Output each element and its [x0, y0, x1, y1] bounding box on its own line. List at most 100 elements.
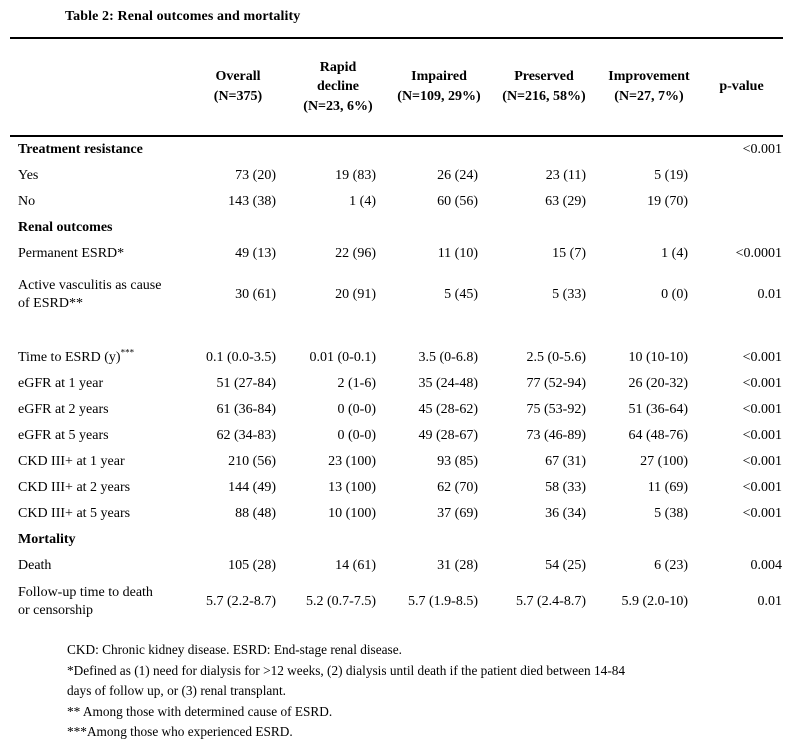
value-cell: 23 (100): [328, 454, 376, 469]
value-cell: 0.1 (0.0-3.5): [206, 350, 276, 365]
p-value-cell: <0.001: [742, 142, 782, 157]
row-label: CKD III+ at 5 years: [18, 506, 131, 521]
value-cell: 49 (13): [235, 246, 276, 261]
value-cell: 0 (0): [661, 287, 688, 302]
column-header: Impaired (N=109, 29%): [388, 38, 490, 137]
row-label: Follow-up time to death or censorship: [18, 585, 153, 618]
table-row: Time to ESRD (y)*** 0.1 (0.0-3.5) 0.01 (0-…: [10, 345, 783, 371]
value-cell: 37 (69): [437, 506, 478, 521]
value-cell: 61 (36-84): [216, 402, 277, 417]
value-cell: 5.7 (1.9-8.5): [408, 594, 478, 609]
table-body: Treatment resistance <0.001 Yes 73 (20) 19 (…: [10, 136, 783, 629]
row-label: Death: [18, 558, 52, 573]
value-cell: 64 (48-76): [628, 428, 689, 443]
outcomes-table: Overall (N=375) Rapid decline (N=23, 6%) Impa…: [10, 37, 783, 629]
value-cell: 35 (24-48): [418, 376, 479, 391]
value-cell: 27 (100): [640, 454, 688, 469]
p-value-cell: [700, 215, 783, 241]
value-cell: 51 (36-64): [628, 402, 689, 417]
row-label: eGFR at 2 years: [18, 402, 109, 417]
row-label: CKD III+ at 1 year: [18, 454, 125, 469]
value-cell: 5.7 (2.4-8.7): [516, 594, 586, 609]
table-row: Active vasculitis as cause of ESRD** 30 (6…: [10, 267, 783, 345]
value-cell: [490, 215, 598, 241]
value-cell: [490, 527, 598, 553]
table-row: Renal outcomes: [10, 215, 783, 241]
row-label: Treatment resistance: [18, 142, 143, 157]
value-cell: 10 (10-10): [628, 350, 689, 365]
table-row: Death 105 (28) 14 (61) 31 (28) 54 (25) 6 (23)…: [10, 553, 783, 579]
value-cell: 11 (10): [437, 246, 478, 261]
value-cell: 26 (24): [437, 168, 478, 183]
p-value-cell: 0.01: [757, 287, 783, 302]
footnote-line: days of follow up, or (3) renal transpla…: [67, 683, 286, 698]
value-cell: 11 (69): [647, 480, 688, 495]
row-label: eGFR at 5 years: [18, 428, 109, 443]
value-cell: 143 (38): [228, 194, 276, 209]
table-row: Follow-up time to death or censorship 5.7 …: [10, 579, 783, 629]
value-cell: 30 (61): [235, 287, 276, 302]
p-value-cell: [700, 189, 783, 215]
value-cell: [388, 136, 490, 163]
value-cell: 5 (45): [444, 287, 478, 302]
table-row: CKD III+ at 2 years 144 (49) 13 (100) 62 (7…: [10, 475, 783, 501]
p-value-cell: <0.001: [742, 454, 782, 469]
corner-cell: [10, 38, 188, 137]
p-value-cell: [700, 163, 783, 189]
value-cell: 1 (4): [661, 246, 688, 261]
value-cell: [598, 527, 700, 553]
value-cell: 105 (28): [228, 558, 276, 573]
value-cell: 22 (96): [335, 246, 376, 261]
row-label: Active vasculitis as cause of ESRD**: [18, 278, 162, 311]
value-cell: 0 (0-0): [337, 428, 377, 443]
value-cell: [598, 136, 700, 163]
value-cell: 62 (70): [437, 480, 478, 495]
value-cell: 93 (85): [437, 454, 478, 469]
value-cell: 10 (100): [328, 506, 376, 521]
row-label: Yes: [18, 168, 39, 183]
value-cell: [288, 215, 388, 241]
value-cell: 51 (27-84): [216, 376, 277, 391]
table-row: CKD III+ at 5 years 88 (48) 10 (100) 37 (69…: [10, 501, 783, 527]
value-cell: 2 (1-6): [337, 376, 377, 391]
table-row: Mortality: [10, 527, 783, 553]
value-cell: 5 (38): [654, 506, 688, 521]
value-cell: 19 (70): [647, 194, 688, 209]
value-cell: 36 (34): [545, 506, 586, 521]
p-value-cell: <0.001: [742, 428, 782, 443]
value-cell: 77 (52-94): [526, 376, 587, 391]
p-value-cell: <0.001: [742, 402, 782, 417]
value-cell: [288, 136, 388, 163]
p-value-cell: [700, 527, 783, 553]
row-label: eGFR at 1 year: [18, 376, 104, 391]
value-cell: 67 (31): [545, 454, 586, 469]
table-row: eGFR at 1 year 51 (27-84) 2 (1-6) 35 (24-48…: [10, 371, 783, 397]
table-row: eGFR at 2 years 61 (36-84) 0 (0-0) 45 (28-6…: [10, 397, 783, 423]
row-label: No: [18, 194, 36, 209]
value-cell: 13 (100): [328, 480, 376, 495]
table-row: No 143 (38) 1 (4) 60 (56) 63 (29) 19 (70): [10, 189, 783, 215]
value-cell: 5 (19): [654, 168, 688, 183]
value-cell: 2.5 (0-5.6): [526, 350, 587, 365]
table-row: eGFR at 5 years 62 (34-83) 0 (0-0) 49 (28-6…: [10, 423, 783, 449]
value-cell: [490, 136, 598, 163]
row-label: CKD III+ at 2 years: [18, 480, 131, 495]
footnote-line: ** Among those with determined cause of …: [67, 703, 333, 719]
p-value-cell: 0.01: [757, 594, 783, 609]
column-header: Overall (N=375): [188, 38, 288, 137]
table-row: Yes 73 (20) 19 (83) 26 (24) 23 (11) 5 (19): [10, 163, 783, 189]
value-cell: 58 (33): [545, 480, 586, 495]
column-header: Rapid decline (N=23, 6%): [288, 38, 388, 137]
value-cell: 144 (49): [228, 480, 276, 495]
row-label: Renal outcomes: [18, 220, 113, 235]
value-cell: 60 (56): [437, 194, 478, 209]
value-cell: 1 (4): [349, 194, 376, 209]
column-header: Preserved (N=216, 58%): [490, 38, 598, 137]
value-cell: 45 (28-62): [418, 402, 479, 417]
value-cell: 5.7 (2.2-8.7): [206, 594, 276, 609]
value-cell: 31 (28): [437, 558, 478, 573]
table-title: Table 2: Renal outcomes and mortality: [65, 9, 301, 24]
value-cell: 54 (25): [545, 558, 586, 573]
value-cell: [188, 215, 288, 241]
column-header: Improvement (N=27, 7%): [598, 38, 700, 137]
